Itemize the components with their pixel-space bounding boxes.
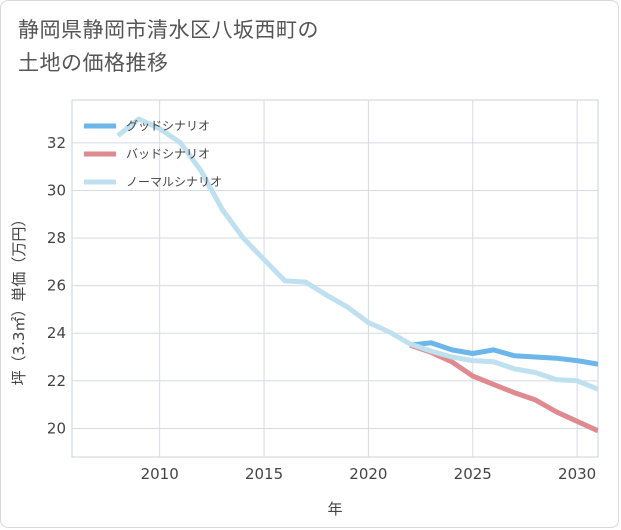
chart-title: 静岡県静岡市清水区八坂西町の 土地の価格推移 <box>18 14 578 80</box>
y-tick-label: 24 <box>47 324 66 342</box>
y-tick-label: 20 <box>47 419 66 437</box>
x-tick-label: 2010 <box>141 465 179 483</box>
chart-title-line-1: 静岡県静岡市清水区八坂西町の <box>18 18 319 42</box>
chart-title-line-2: 土地の価格推移 <box>18 51 169 75</box>
legend-label: グッドシナリオ <box>126 119 210 133</box>
series-line-3 <box>116 116 598 392</box>
y-tick-label: 22 <box>47 372 66 390</box>
series-line-1 <box>409 340 598 367</box>
y-tick-label: 28 <box>47 229 66 247</box>
legend-label: バッドシナリオ <box>126 147 210 161</box>
x-tick-label: 2030 <box>558 465 596 483</box>
x-tick-label: 2020 <box>349 465 387 483</box>
x-tick-label: 2015 <box>245 465 283 483</box>
x-tick-label: 2025 <box>454 465 492 483</box>
grid <box>71 99 599 458</box>
legend-label: ノーマルシナリオ <box>126 175 222 189</box>
y-tick-label: 32 <box>47 134 66 152</box>
axes: 2010 2015 2020 2025 2030 20 22 24 26 28 30 32 年 坪（3.3… <box>10 134 596 518</box>
series-lines <box>116 116 598 434</box>
y-tick-label: 26 <box>47 277 66 295</box>
x-axis-title: 年 <box>327 500 342 518</box>
plot-border <box>71 99 599 458</box>
y-tick-label: 30 <box>47 181 66 199</box>
series-line-2 <box>409 342 598 434</box>
y-axis-title: 坪（3.3㎡）単価（万円） <box>10 212 28 386</box>
